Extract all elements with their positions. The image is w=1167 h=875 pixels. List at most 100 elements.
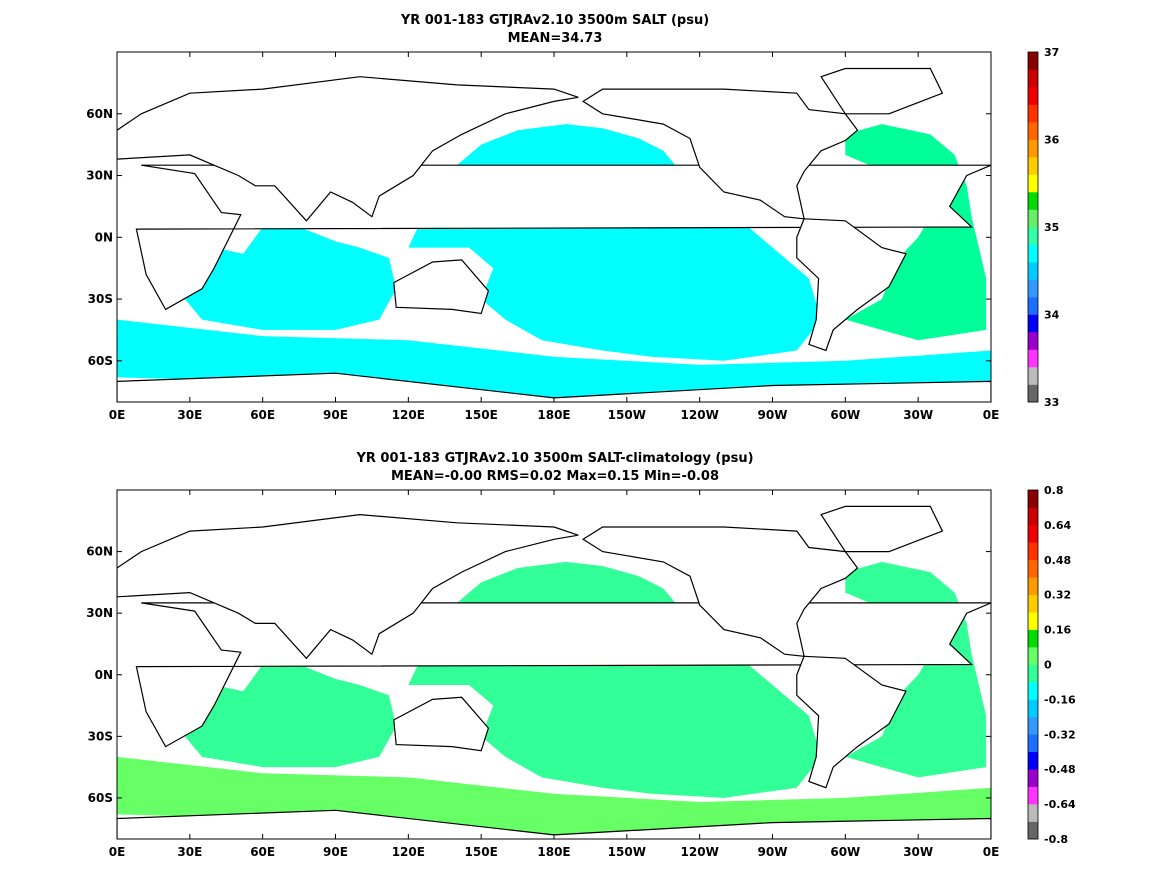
y-tick-label: 60S [88,354,113,368]
colorbar-swatch [1028,559,1038,578]
colorbar-swatch [1028,209,1038,228]
x-tick-label: 180E [537,408,570,422]
colorbar-swatch [1028,174,1038,193]
x-tick-label: 60W [830,845,860,859]
x-tick-label: 90W [758,408,788,422]
colorbar-swatch [1028,297,1038,315]
continent-outline [117,809,991,839]
continent-outline [796,218,907,352]
colorbar-swatch [1028,716,1038,735]
x-tick-label: 120E [392,408,425,422]
colorbar-swatch [1028,262,1038,280]
colorbar-label: -0.32 [1044,728,1076,741]
colorbar-swatch [1028,804,1038,822]
y-tick-label: 30S [88,729,113,743]
continent-outline [117,372,991,402]
colorbar-swatch [1028,87,1038,105]
map-panel-1: 0E 30E 60E 90E 120E 150E 180E 150W 120W 90W 60W 30W… [86,46,1060,422]
x-tick-label: 60E [250,845,275,859]
y-tick-label: 60N [86,545,113,559]
colorbar-swatch [1028,332,1038,350]
y-tick-label: 60N [86,107,113,121]
panel-1-title: YR 001-183 GTJRAv2.10 3500m SALT (psu) [400,13,710,28]
colorbar: 0.8 0.64 0.48 0.32 0.16 0 -0.16 -0.32 -0.48 -0.64… [1027,484,1076,846]
continent-outline [820,67,944,115]
panel-2-title: YR 001-183 GTJRAv2.10 3500m SALT-climato… [356,451,754,466]
ocean-region-indian [185,227,397,330]
x-tick-label: 90E [323,408,348,422]
x-tick-label: 120W [681,408,719,422]
continent-outline [117,76,579,222]
y-tick-label: 30N [86,606,113,620]
colorbar-swatch [1028,612,1038,630]
panel-1-subtitle: MEAN=34.73 [507,31,603,46]
colorbar: 37 36 35 34 33 [1027,46,1060,409]
colorbar-swatch [1028,594,1038,613]
colorbar-swatch [1028,524,1038,543]
colorbar-label: -0.16 [1044,693,1076,706]
colorbar-swatch [1028,227,1038,245]
colorbar-swatch [1028,786,1038,805]
colorbar-swatch [1028,122,1038,140]
x-tick-label: 30E [177,845,202,859]
colorbar-label: 0.16 [1044,624,1071,637]
continent-outline [393,696,490,752]
map-field [117,505,991,839]
panel-2-subtitle: MEAN=-0.00 RMS=0.02 Max=0.15 Min=-0.08 [390,469,720,484]
continent-outline [581,88,859,220]
colorbar-swatch [1028,699,1038,718]
colorbar-swatch [1028,647,1038,665]
colorbar-swatch [1028,751,1038,770]
colorbar-swatch [1028,244,1038,263]
colorbar-frame [1027,489,1039,840]
continent-outline [393,259,490,315]
y-tick-label: 0N [95,230,113,244]
colorbar-swatch [1028,629,1038,648]
colorbar-swatch [1028,542,1038,561]
colorbar-swatch [1028,384,1038,403]
colorbar-swatch [1028,507,1038,526]
colorbar-label: 0.64 [1044,519,1071,532]
colorbar-label: 33 [1044,396,1059,409]
colorbar-swatch [1028,157,1038,175]
x-tick-label: 60E [250,408,275,422]
colorbar-label: 0.48 [1044,554,1071,567]
x-tick-label: 30W [903,408,933,422]
continent-outline [820,505,944,553]
colorbar-frame [1027,51,1039,403]
ocean-region-indian [185,664,397,768]
x-tick-label: 0E [983,845,1000,859]
colorbar-swatch [1028,192,1038,210]
x-tick-label: 120W [681,845,719,859]
x-tick-label: 0E [109,408,126,422]
colorbar-label: 36 [1044,134,1060,147]
colorbar-swatch [1028,681,1038,700]
map-field [117,67,991,402]
colorbar-swatch [1028,349,1038,368]
colorbar-label: 35 [1044,221,1059,234]
colorbar-label: -0.8 [1044,833,1068,846]
y-tick-label: 30N [86,169,113,183]
colorbar-swatch [1028,314,1038,333]
colorbar-swatch [1028,104,1038,123]
continent-outline [796,655,907,789]
y-tick-label: 0N [95,668,113,682]
colorbar-label: -0.64 [1044,798,1076,811]
colorbar-swatch [1028,490,1038,508]
x-tick-label: 90E [323,845,348,859]
colorbar-swatch [1028,577,1038,595]
y-tick-label: 60S [88,791,113,805]
colorbar-label: 34 [1044,309,1060,322]
x-tick-label: 150E [465,845,498,859]
x-tick-label: 0E [983,408,1000,422]
x-tick-label: 150W [608,845,646,859]
colorbar-label: 0 [1044,659,1052,672]
colorbar-swatch [1028,664,1038,683]
x-tick-label: 30W [903,845,933,859]
colorbar-swatch [1028,769,1038,787]
colorbar-swatch [1028,821,1038,840]
x-tick-label: 60W [830,408,860,422]
colorbar-swatch [1028,52,1038,70]
x-tick-label: 0E [109,845,126,859]
